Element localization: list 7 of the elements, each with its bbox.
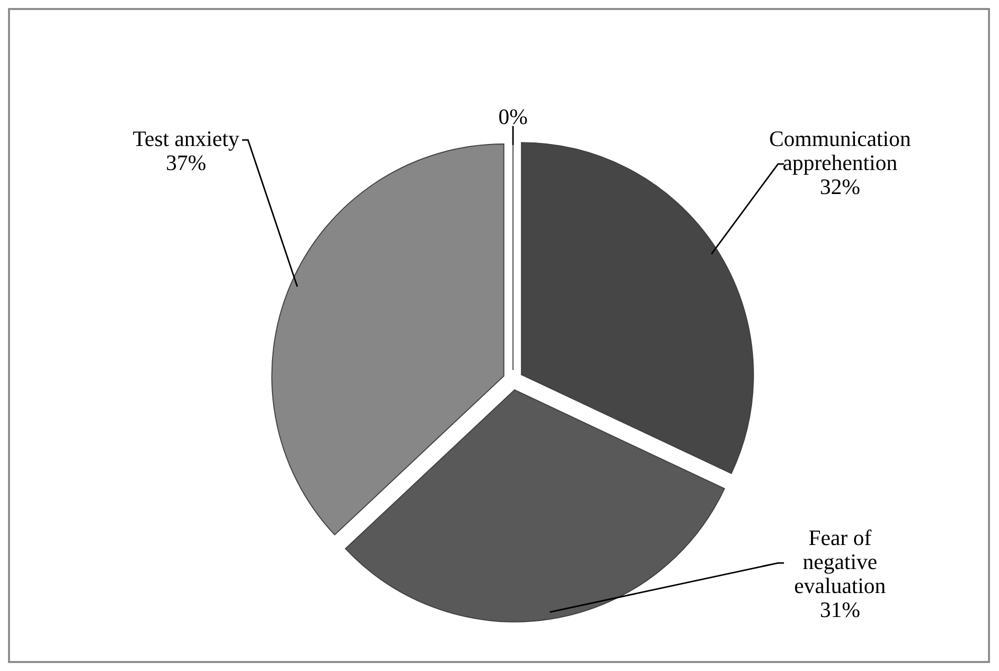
text: 0% [498,104,528,129]
data-label: 37% [166,150,206,175]
data-label: 32% [820,174,860,199]
slice-label: Test anxiety [132,126,240,151]
data-label: 31% [820,597,860,622]
slice-label: Communication apprehention [769,126,911,175]
slice-label: Fear of negative evaluation [794,525,886,598]
